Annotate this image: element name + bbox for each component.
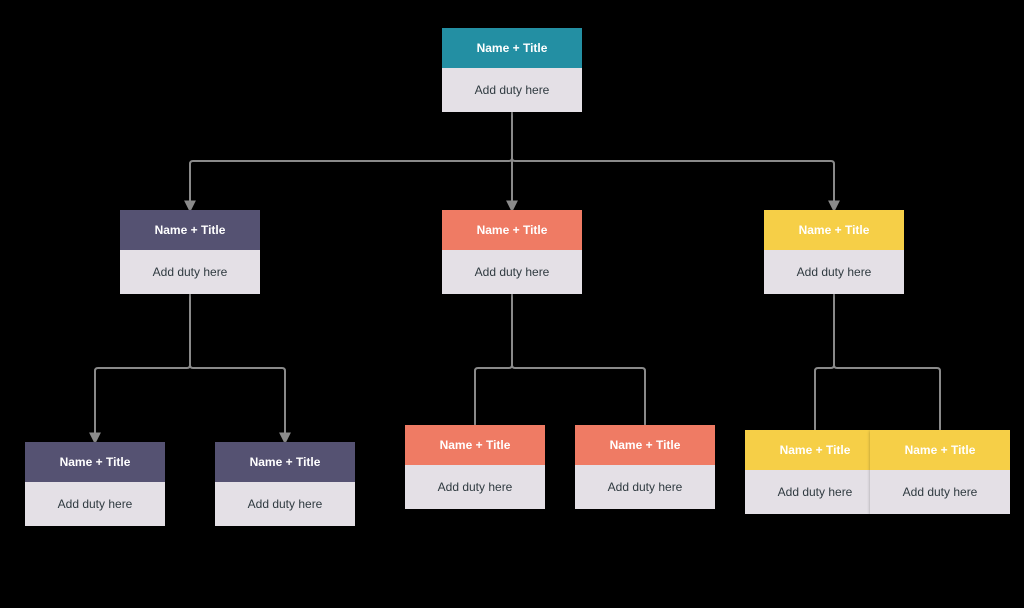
org-chart-canvas: Name + Title Add duty here Name + Title … [0,0,1024,608]
node-l3a2[interactable]: Name + Title Add duty here [215,442,355,526]
node-title: Name + Title [764,210,904,250]
node-l3c1[interactable]: Name + Title Add duty here [745,430,885,514]
node-title: Name + Title [215,442,355,482]
node-duty: Add duty here [405,465,545,509]
node-root[interactable]: Name + Title Add duty here [442,28,582,112]
node-l3b1[interactable]: Name + Title Add duty here [405,425,545,509]
connector [815,294,834,442]
node-title: Name + Title [405,425,545,465]
node-duty: Add duty here [442,68,582,112]
node-duty: Add duty here [764,250,904,294]
node-title: Name + Title [442,210,582,250]
node-title: Name + Title [575,425,715,465]
node-duty: Add duty here [575,465,715,509]
node-duty: Add duty here [120,250,260,294]
connector [190,294,285,442]
node-duty: Add duty here [870,470,1010,514]
node-l2a[interactable]: Name + Title Add duty here [120,210,260,294]
connector [475,294,512,442]
connector [95,294,190,442]
node-l3b2[interactable]: Name + Title Add duty here [575,425,715,509]
connector [512,294,645,442]
node-duty: Add duty here [442,250,582,294]
node-title: Name + Title [745,430,885,470]
node-l2c[interactable]: Name + Title Add duty here [764,210,904,294]
node-l3c2[interactable]: Name + Title Add duty here [870,430,1010,514]
node-title: Name + Title [870,430,1010,470]
node-title: Name + Title [25,442,165,482]
node-l3a1[interactable]: Name + Title Add duty here [25,442,165,526]
connector [834,294,940,442]
node-duty: Add duty here [745,470,885,514]
node-title: Name + Title [442,28,582,68]
node-duty: Add duty here [25,482,165,526]
connector [512,112,834,210]
node-l2b[interactable]: Name + Title Add duty here [442,210,582,294]
node-duty: Add duty here [215,482,355,526]
connector [190,112,512,210]
node-title: Name + Title [120,210,260,250]
